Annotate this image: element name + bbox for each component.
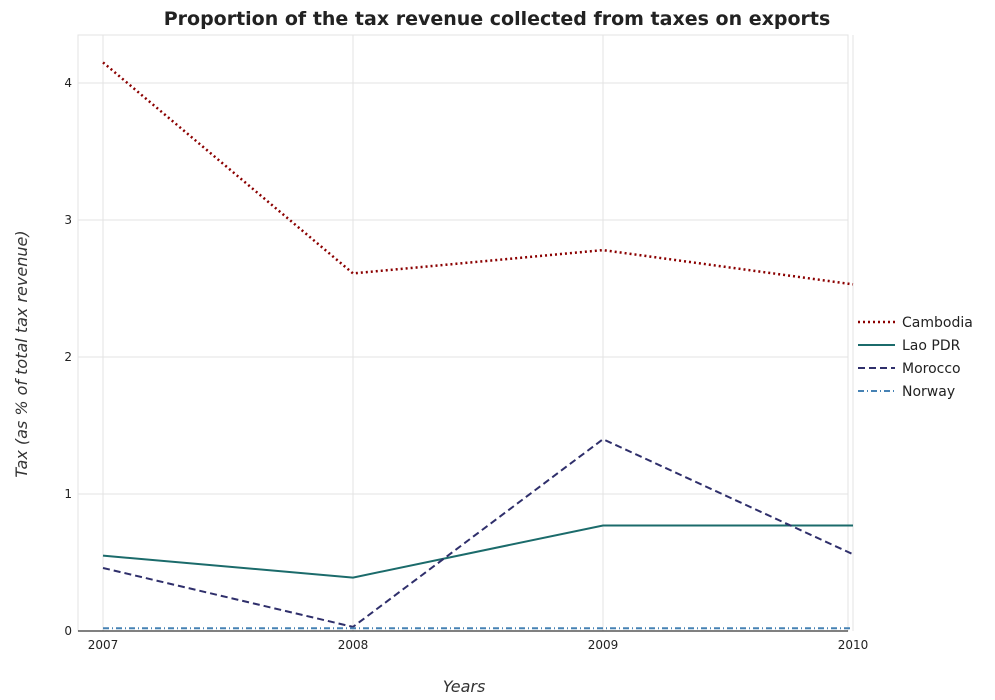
legend-label: Morocco bbox=[902, 361, 961, 377]
chart-title: Proportion of the tax revenue collected … bbox=[164, 8, 831, 30]
series-line-morocco bbox=[102, 438, 854, 628]
y-tick-label: 2 bbox=[64, 350, 72, 364]
x-tick-label: 2007 bbox=[88, 638, 119, 652]
y-tick-label: 1 bbox=[64, 487, 72, 501]
y-axis-label: Tax (as % of total tax revenue) bbox=[12, 230, 31, 477]
plot-area bbox=[102, 61, 854, 630]
y-tick-label: 3 bbox=[64, 213, 72, 227]
x-tick-label: 2008 bbox=[338, 638, 369, 652]
legend: Cambodia Lao PDR Morocco Norway bbox=[858, 315, 973, 400]
x-axis-label: Years bbox=[443, 677, 486, 696]
legend-label: Norway bbox=[902, 384, 955, 400]
x-tick-label: 2009 bbox=[588, 638, 619, 652]
series-line-lao-pdr bbox=[102, 524, 853, 579]
y-tick-label: 0 bbox=[64, 624, 72, 638]
y-axis-ticks: 0 1 2 3 4 bbox=[64, 76, 72, 638]
plot-frame bbox=[77, 34, 849, 632]
x-axis-ticks: 2007 2008 2009 2010 bbox=[88, 638, 869, 652]
grid bbox=[77, 34, 854, 632]
legend-label: Lao PDR bbox=[902, 338, 961, 354]
legend-label: Cambodia bbox=[902, 315, 973, 331]
series-line-cambodia bbox=[102, 61, 854, 286]
y-tick-label: 4 bbox=[64, 76, 72, 90]
x-tick-label: 2010 bbox=[838, 638, 869, 652]
